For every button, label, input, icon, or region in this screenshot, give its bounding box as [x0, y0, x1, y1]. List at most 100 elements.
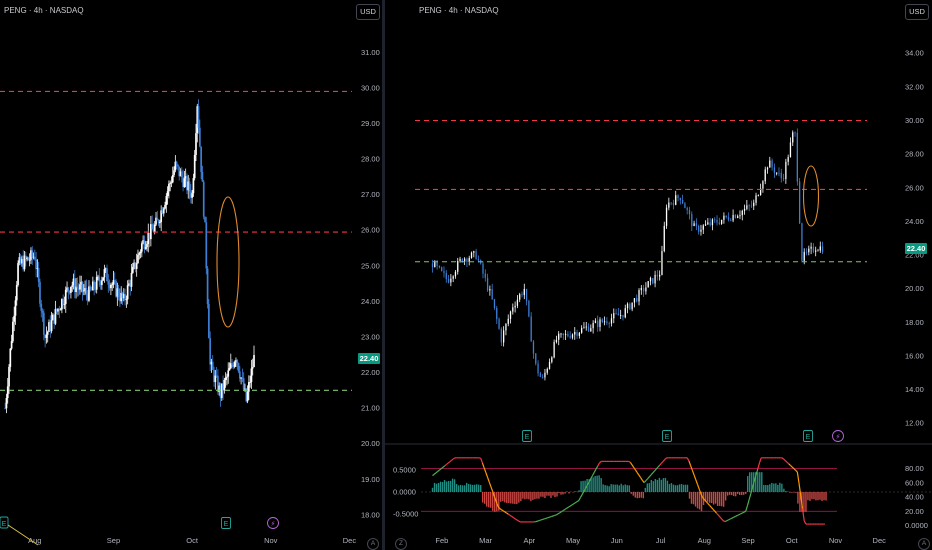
candle-body	[626, 303, 629, 309]
candle-body	[71, 285, 74, 287]
oscillator-histogram-bar	[532, 492, 534, 500]
oscillator-line	[723, 520, 726, 523]
candle-body	[594, 320, 597, 323]
candle-body	[638, 290, 640, 302]
oscillator-histogram-bar	[732, 492, 735, 497]
y-axis-tick: 18.00	[905, 318, 924, 327]
candle-body	[112, 280, 115, 285]
candle-body	[681, 199, 684, 204]
oscillator-line	[485, 472, 489, 478]
candle-body	[691, 214, 693, 227]
oscillator-histogram-bar	[636, 492, 638, 499]
candle-body	[55, 308, 58, 312]
oscillator-line	[545, 517, 548, 519]
oscillator-line	[731, 516, 734, 519]
candle-body	[146, 243, 148, 248]
candle-body	[720, 219, 723, 224]
oscillator-histogram-bar	[564, 492, 566, 494]
oscillator-line	[781, 457, 784, 460]
flash-marker: ⚡	[271, 520, 276, 528]
left-auto-scale-button[interactable]: A	[367, 538, 379, 550]
candle-body	[670, 202, 672, 204]
candle-body	[91, 281, 94, 291]
earnings-marker: E	[662, 430, 672, 442]
zoom-button[interactable]: Z	[395, 538, 407, 550]
candle-body	[750, 205, 753, 207]
candle-body	[232, 365, 235, 367]
candle-body	[663, 225, 665, 252]
candle-body	[668, 202, 670, 208]
oscillator-histogram-bar	[546, 492, 548, 496]
oscillator-line	[568, 505, 571, 508]
y-axis-tick: 30.00	[905, 116, 924, 125]
y-axis-tick: 28.00	[905, 150, 924, 159]
candle-body	[794, 132, 796, 134]
candle-body	[544, 372, 546, 378]
candle-body	[192, 178, 195, 194]
candle-body	[54, 308, 57, 324]
oscillator-line	[638, 474, 642, 479]
oscillator-line	[733, 515, 736, 518]
left-chart-panel[interactable]: 31.00 30.00 29.00 28.00 27.00 26.00 25.00 24.00…	[0, 0, 382, 550]
oscillator-line	[481, 462, 485, 468]
y-axis-tick: 34.00	[905, 49, 924, 58]
candle-body	[516, 299, 519, 306]
oscillator-line	[662, 459, 666, 462]
candle-body	[470, 252, 473, 258]
oscillator-line	[599, 460, 602, 464]
oscillator-line	[442, 465, 445, 468]
candle-body	[502, 330, 505, 343]
candle-body	[441, 267, 443, 271]
oscillator-line	[757, 462, 761, 470]
oscillator-histogram-bar	[694, 492, 697, 507]
oscillator-histogram-bar	[815, 492, 817, 501]
candle-body	[241, 377, 244, 379]
candle-body	[166, 191, 169, 197]
candle-body	[68, 290, 71, 293]
oscillator-histogram-bar	[431, 487, 434, 492]
candle-body	[454, 271, 457, 277]
candle-body	[175, 161, 178, 165]
candle-body	[165, 196, 168, 205]
oscillator-line	[659, 462, 662, 466]
candle-body	[530, 316, 532, 342]
candle-body	[759, 188, 762, 196]
oscillator-line	[551, 515, 554, 518]
y-axis-tick: 22.00	[361, 368, 380, 377]
left-currency-button[interactable]: USD	[356, 4, 380, 20]
oscillator-line	[648, 474, 652, 478]
oscillator-histogram-bar	[524, 492, 526, 500]
candle-body	[642, 288, 645, 292]
oscillator-histogram-bar	[471, 484, 474, 492]
oscillator-line	[435, 471, 439, 474]
right-price-chart[interactable]: 34.00 32.00 30.00 28.00 26.00 24.00 22.00 20.00…	[385, 0, 932, 550]
oscillator-line	[738, 513, 741, 516]
candle-body	[144, 247, 147, 249]
right-auto-scale-button[interactable]: A	[918, 538, 930, 550]
candle-body	[592, 322, 594, 329]
oscillator-histogram-bar	[785, 491, 787, 492]
oscillator-line	[492, 491, 496, 497]
candle-body	[785, 161, 787, 179]
oscillator-histogram-bar	[516, 492, 518, 505]
indicator-right-tick: 20.00	[905, 507, 924, 516]
left-price-chart[interactable]: 31.00 30.00 29.00 28.00 27.00 26.00 25.00 24.00…	[0, 0, 382, 550]
candle-body	[6, 386, 9, 399]
oscillator-histogram-bar	[508, 492, 510, 503]
candle-body	[528, 300, 530, 317]
y-axis-tick: 30.00	[361, 83, 380, 92]
candle-body	[242, 378, 245, 390]
panel-divider[interactable]	[382, 0, 385, 550]
oscillator-line	[588, 478, 592, 483]
right-chart-panel[interactable]: 34.00 32.00 30.00 28.00 26.00 24.00 22.00 20.00…	[385, 0, 932, 550]
oscillator-line	[583, 487, 587, 492]
oscillator-line	[629, 462, 633, 466]
oscillator-histogram-bar	[704, 492, 707, 502]
oscillator-histogram-bar	[457, 485, 460, 492]
earnings-marker: E	[803, 430, 813, 442]
candle-body	[211, 361, 214, 370]
oscillator-histogram-bar	[811, 492, 813, 500]
oscillator-histogram-bar	[562, 492, 564, 495]
right-currency-button[interactable]: USD	[905, 4, 929, 20]
oscillator-histogram-bar	[720, 492, 723, 507]
